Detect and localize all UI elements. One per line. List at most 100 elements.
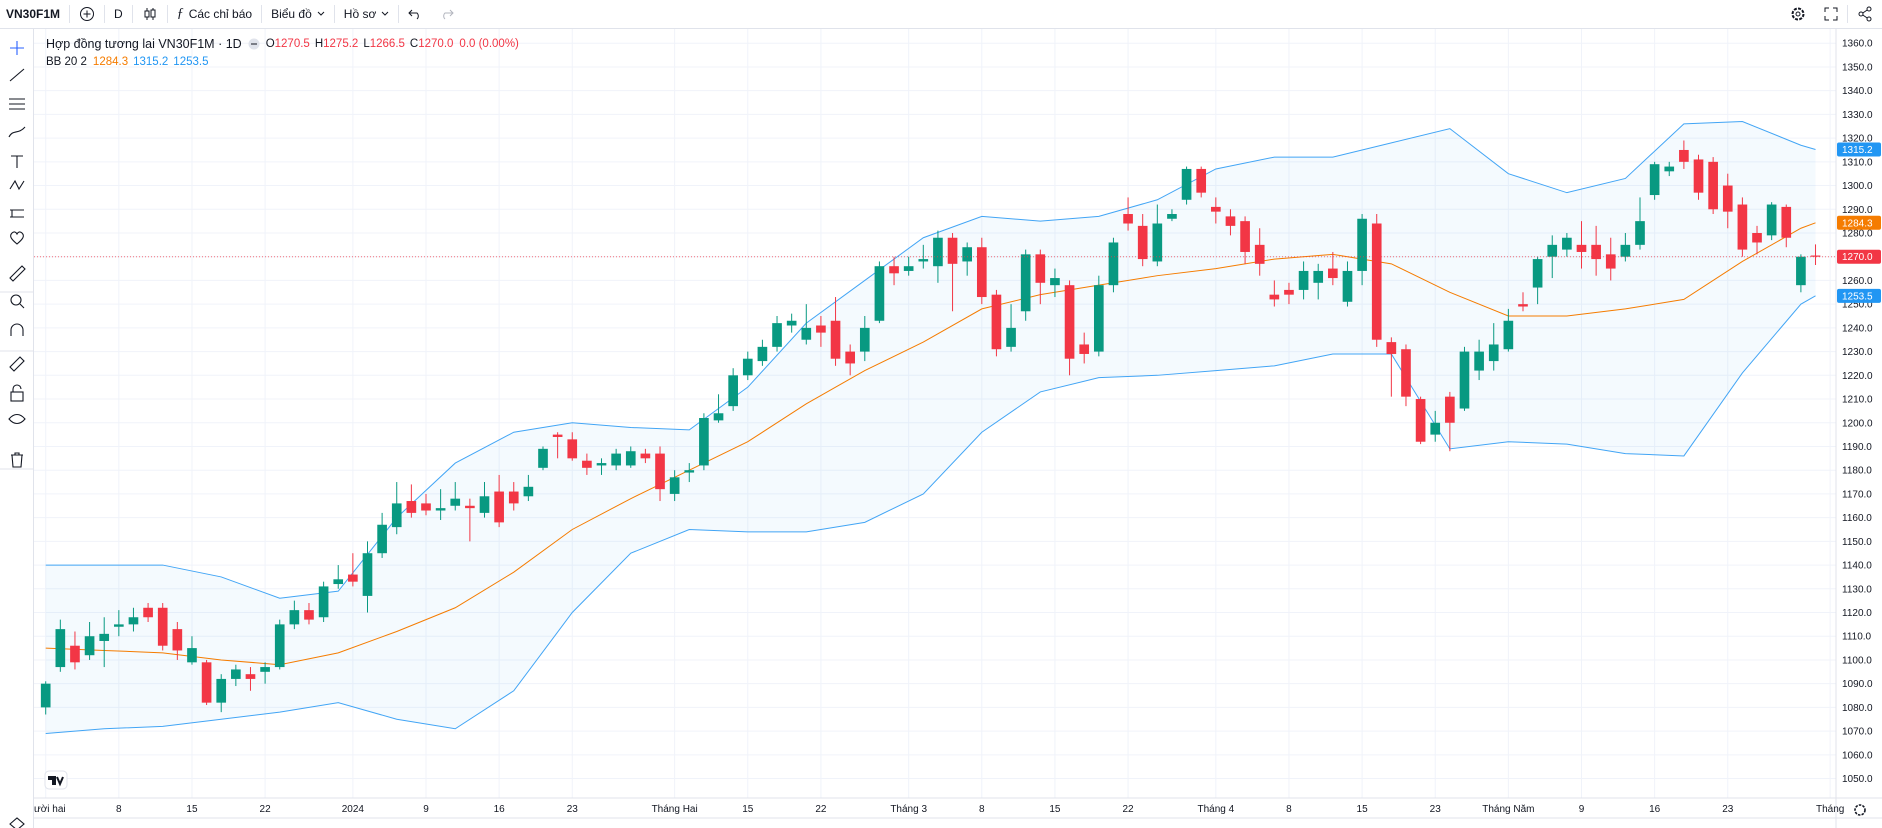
- price-badge-label: 1270.0: [1842, 252, 1873, 263]
- candle-body: [494, 491, 504, 523]
- candle-body: [1137, 225, 1148, 260]
- y-tick-label: 1160.0: [1842, 513, 1872, 524]
- profile-menu[interactable]: Hồ sơ: [335, 0, 399, 28]
- fullscreen-icon: [1824, 7, 1838, 21]
- candle-body: [1196, 168, 1207, 193]
- x-tick-label: 15: [186, 804, 198, 815]
- candle-body: [1386, 342, 1397, 354]
- undo-icon: [408, 9, 420, 20]
- x-tick-label: 23: [567, 804, 579, 815]
- x-tick-label: 8: [979, 804, 985, 815]
- prediction-tool[interactable]: [10, 209, 24, 218]
- indicators-button[interactable]: ƒ Các chỉ báo: [168, 0, 261, 28]
- candle-body: [172, 629, 183, 651]
- candle-body: [1474, 351, 1484, 371]
- candle-body: [669, 477, 680, 494]
- candle-body: [1503, 320, 1514, 350]
- ohlc-item: O1270.5: [266, 35, 310, 53]
- pattern-tool[interactable]: [9, 179, 25, 191]
- separator: [0, 350, 33, 470]
- y-tick-label: 1290.0: [1842, 205, 1873, 216]
- candle-body: [830, 320, 841, 359]
- candle-body: [918, 259, 929, 262]
- zoom-tool[interactable]: [10, 294, 22, 306]
- y-tick-label: 1070.0: [1842, 727, 1873, 738]
- candle-body: [1064, 285, 1075, 359]
- crosshair-tool[interactable]: [10, 41, 24, 55]
- candle-body: [348, 574, 358, 582]
- candle-body: [889, 266, 899, 274]
- candle-body: [1181, 168, 1192, 200]
- y-tick-label: 1250.0: [1842, 300, 1873, 311]
- x-tick-label: Tháng Năm: [1482, 804, 1534, 815]
- fib-tool[interactable]: [9, 98, 25, 110]
- chart-style[interactable]: [133, 0, 167, 28]
- candle-body: [1006, 327, 1016, 347]
- separator: [333, 5, 335, 23]
- undo[interactable]: [399, 0, 431, 28]
- lock-tool[interactable]: [10, 391, 24, 402]
- ohlc-value: 1275.2: [323, 38, 359, 50]
- fullscreen[interactable]: [1815, 0, 1847, 28]
- share-icon: [1858, 6, 1872, 22]
- symbol[interactable]: VN30F1M: [6, 7, 61, 21]
- candle-body: [465, 505, 475, 509]
- collapse-icon[interactable]: [248, 38, 260, 50]
- fx-icon: ƒ: [176, 6, 184, 21]
- ruler-tool[interactable]: [9, 265, 26, 282]
- candle-body: [1766, 204, 1777, 236]
- candle-body: [1079, 344, 1090, 354]
- caret: [381, 11, 389, 16]
- visibility-tool[interactable]: [8, 413, 26, 425]
- candle-body: [1722, 185, 1733, 212]
- y-tick-label: 1210.0: [1842, 395, 1873, 406]
- brush-tool[interactable]: [8, 126, 26, 138]
- caret: [317, 11, 325, 16]
- separator: [1847, 5, 1848, 23]
- candle-body: [1708, 161, 1718, 210]
- favorites-tool[interactable]: [10, 231, 24, 245]
- x-tick-label: 23: [1430, 804, 1442, 815]
- candle-body: [1518, 304, 1528, 307]
- candle-body: [728, 375, 738, 407]
- candle-body: [1693, 159, 1704, 193]
- bottom-tool[interactable]: [9, 817, 25, 828]
- candle-body: [1488, 344, 1499, 362]
- trash-tool[interactable]: [11, 452, 23, 468]
- candle-body: [187, 648, 197, 663]
- candle-body: [318, 586, 329, 618]
- ohlc-key: O: [265, 38, 275, 50]
- price-badge-label: 1284.3: [1842, 218, 1873, 229]
- chart-menu[interactable]: Biểu đồ: [262, 0, 334, 28]
- candle-body: [289, 610, 300, 625]
- candle-body: [1810, 255, 1821, 257]
- share[interactable]: [1848, 0, 1882, 28]
- indicator-value: 1315.2: [133, 56, 169, 68]
- candle-body: [1547, 244, 1558, 257]
- x-tick-label: 15: [742, 804, 754, 815]
- redo[interactable]: [431, 0, 463, 28]
- magnet-tool[interactable]: [10, 323, 24, 336]
- band-line: [45, 121, 1816, 599]
- candle-body: [1737, 204, 1748, 250]
- x-tick-label: Tháng 3: [890, 804, 927, 815]
- band-line: [45, 295, 1816, 734]
- interval[interactable]: D: [114, 7, 123, 21]
- y-tick-label: 1310.0: [1842, 157, 1873, 168]
- y-tick-label: 1320.0: [1842, 134, 1873, 145]
- ohlc-key: L: [363, 38, 370, 50]
- x-tick-label: Mười hai: [26, 804, 66, 815]
- y-tick-label: 1190.0: [1842, 442, 1872, 453]
- drawing-mode[interactable]: [9, 356, 25, 372]
- legend-row: BB 20 2 1284.3 1315.2 1253.5: [46, 53, 519, 71]
- y-tick-label: 1230.0: [1842, 347, 1873, 358]
- text-tool[interactable]: [11, 155, 23, 168]
- settings[interactable]: [1781, 0, 1815, 28]
- line-tool[interactable]: [9, 68, 25, 82]
- x-tick-label: 2024: [342, 804, 365, 815]
- x-tick-label: 23: [1722, 804, 1734, 815]
- candle-body: [304, 610, 314, 620]
- candle-body: [859, 327, 870, 352]
- candle-body: [128, 617, 139, 625]
- add-symbol[interactable]: [70, 0, 104, 28]
